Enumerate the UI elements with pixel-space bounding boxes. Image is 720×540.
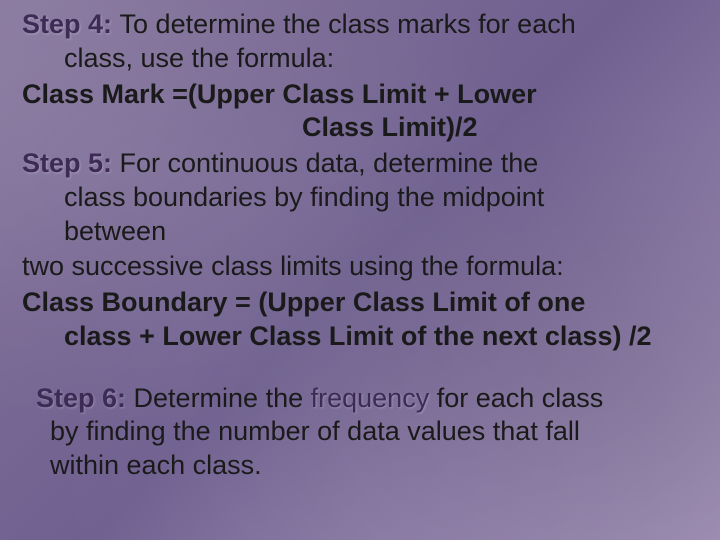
step4-text-line2: class, use the formula:	[22, 42, 698, 76]
step5-text-line4: two successive class limits using the fo…	[22, 250, 698, 284]
step5-text-line2: class boundaries by finding the midpoint	[22, 181, 698, 215]
step5-block: Step 5: For continuous data, determine t…	[22, 147, 698, 248]
step6-text-line3: within each class.	[36, 449, 698, 483]
paragraph-gap	[22, 356, 698, 382]
step5-formula-line1: Class Boundary = (Upper Class Limit of o…	[22, 287, 585, 317]
step6-text-line2: by finding the number of data values tha…	[36, 415, 698, 449]
step4-formula-line1: Class Mark =(Upper Class Limit + Lower	[22, 79, 537, 109]
step6-block: Step 6: Determine the frequency for each…	[22, 382, 698, 483]
step4-formula: Class Mark =(Upper Class Limit + Lower C…	[22, 78, 698, 146]
step5-label: Step 5:	[22, 148, 120, 178]
step6-text-line1a: Determine the	[134, 383, 311, 413]
step6-frequency-word: frequency	[311, 383, 430, 413]
step4-formula-line2: Class Limit)/2	[22, 111, 698, 145]
step5-formula-line2: class + Lower Class Limit of the next cl…	[22, 320, 698, 354]
step4-text-line1: To determine the class marks for each	[120, 9, 576, 39]
step5-text-line1: For continuous data, determine the	[120, 148, 539, 178]
step6-text-line1b: for each class	[429, 383, 603, 413]
step4-block: Step 4: To determine the class marks for…	[22, 8, 698, 76]
step4-label: Step 4:	[22, 9, 120, 39]
step5-text-line3: between	[22, 215, 698, 249]
step6-label: Step 6:	[36, 383, 134, 413]
slide-content: Step 4: To determine the class marks for…	[22, 8, 698, 483]
step5-formula: Class Boundary = (Upper Class Limit of o…	[22, 286, 698, 354]
